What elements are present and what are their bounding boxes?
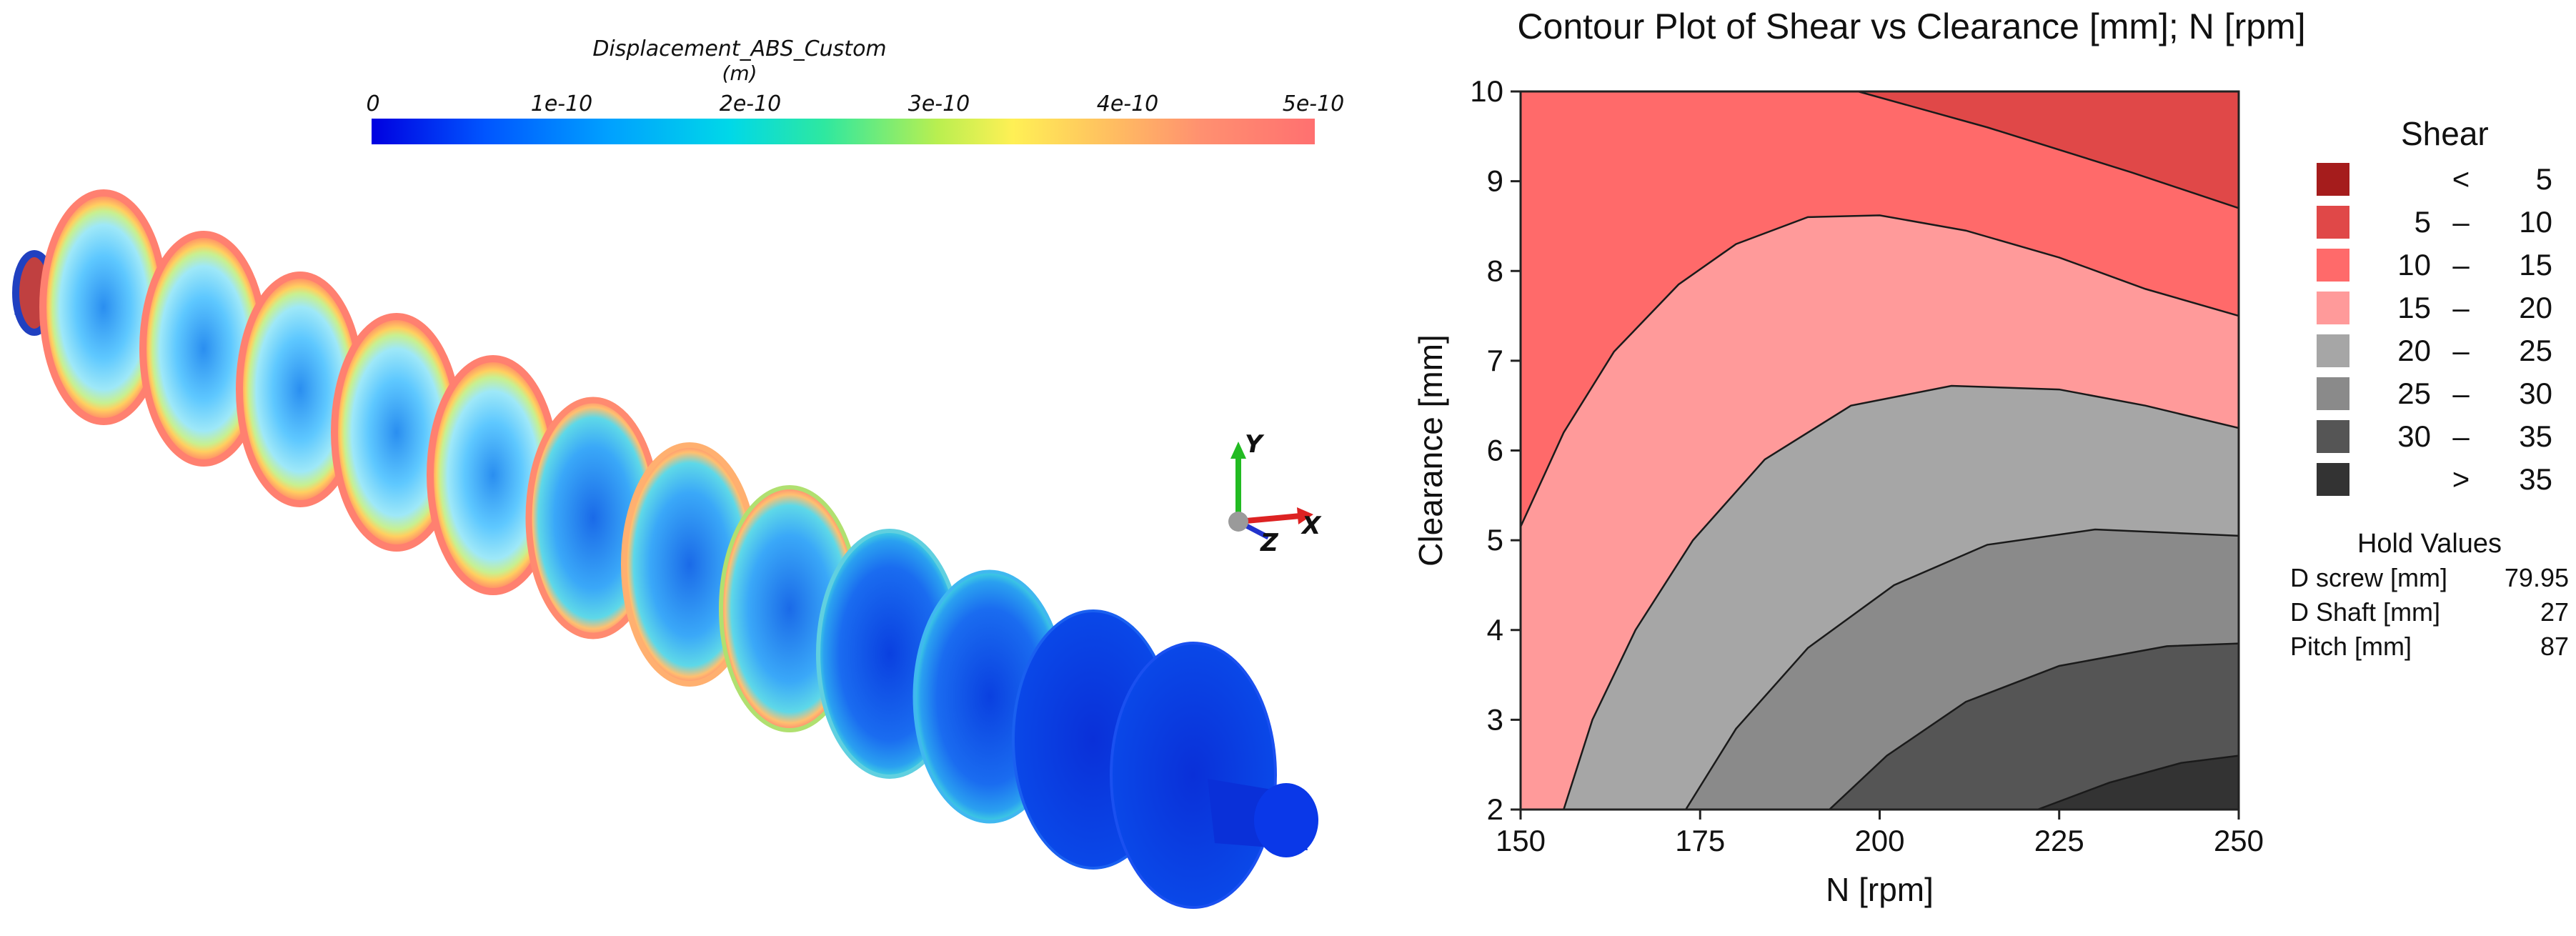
colorbar-tick: 1e-10 [530,91,593,116]
x-tick-label: 225 [2034,824,2084,857]
hold-row: D Shaft [mm] 27 [2290,597,2569,629]
legend-high: 25 [2519,334,2552,367]
hold-row: D screw [mm] 79.95 [2290,563,2569,594]
x-tick-label: 150 [1496,824,1546,857]
fea-visualization-panel: Displacement_ABS_Custom (m) 0 1e-10 2e-1… [0,36,1358,936]
hold-value: 79.95 [2504,563,2569,592]
y-axis-title: Clearance [mm] [1412,334,1449,567]
legend-op: – [2452,205,2470,239]
contour-band [2037,755,2239,810]
hold-value: 27 [2540,597,2569,627]
hold-label: Pitch [mm] [2290,632,2412,661]
legend-item: 15– 20 [2317,292,2560,324]
hold-label: D screw [mm] [2290,563,2447,592]
legend-low: 5 [2414,205,2431,239]
legend-swatch [2317,206,2349,239]
legend-op: – [2452,377,2470,410]
plot-area [1521,91,2239,810]
x-tick-label: 250 [2214,824,2264,857]
legend-low: 15 [2397,291,2431,324]
hold-label: D Shaft [mm] [2290,597,2441,627]
legend-swatch [2317,334,2349,367]
contour-line [2037,755,2239,810]
legend-high: 15 [2519,248,2552,282]
legend-high: 30 [2519,377,2552,410]
axis-label-x: X [1302,512,1321,540]
hold-value: 87 [2540,632,2569,661]
legend-swatch [2317,463,2349,496]
legend-op: < [2452,162,2470,196]
plot-title: Contour Plot of Shear vs Clearance [mm];… [1517,6,2306,46]
shaft-end-right [1254,783,1318,857]
legend-item: 25– 30 [2317,377,2560,410]
legend-low: 20 [2397,334,2431,367]
legend-high: 35 [2519,419,2552,453]
screw-flight [1110,642,1277,909]
x-axis-title: N [rpm] [1826,871,1934,908]
legend-op: – [2452,248,2470,282]
y-tick-label: 10 [1470,74,1503,108]
contour-line [1858,91,2239,209]
colorbar-tick: 5e-10 [1282,91,1345,116]
axis-ticks: 150 175 200 225 250 2 3 4 5 6 7 8 9 10 [1470,74,2264,857]
legend-item: 20– 25 [2317,334,2560,367]
legend-swatch [2317,249,2349,282]
y-tick-label: 2 [1487,792,1503,826]
colorbar-gradient [372,119,1315,144]
contour-line [1563,384,2239,810]
legend-op: – [2452,291,2470,324]
colorbar-tick: 0 [366,91,380,116]
legend-title: Shear [2401,115,2489,152]
x-tick-label: 200 [1854,824,1904,857]
axis-label-z: Z [1260,529,1278,557]
legend-op: – [2452,334,2470,367]
legend-low: 25 [2397,377,2431,410]
contour-plot: 150 175 200 225 250 2 3 4 5 6 7 8 9 10 N [rpm] Cleara… [1412,74,2264,908]
contour-line [1685,528,2239,810]
colorbar-tick: 2e-10 [719,91,782,116]
legend-low: 10 [2397,248,2431,282]
y-tick-label: 7 [1487,344,1503,377]
legend-swatch [2317,377,2349,410]
legend-swatch [2317,163,2349,196]
contour-line [1521,214,2239,527]
hold-row: Pitch [mm] 87 [2290,632,2569,663]
legend-item: 10– 15 [2317,249,2560,282]
legend-swatch [2317,292,2349,324]
x-tick-label: 175 [1675,824,1725,857]
y-tick-label: 4 [1487,613,1503,647]
contour-band [1858,91,2239,209]
contour-line [1829,642,2239,810]
legend-item: >35 [2317,463,2560,496]
legend-high: 5 [2535,162,2552,196]
legend-high: 10 [2519,205,2552,239]
legend-swatch [2317,420,2349,453]
legend-low: 30 [2397,419,2431,453]
y-tick-label: 9 [1487,164,1503,198]
legend-item: <5 [2317,163,2560,196]
y-tick-label: 6 [1487,434,1503,467]
y-tick-label: 5 [1487,523,1503,557]
contour-band [1829,643,2239,810]
legend-high: 35 [2519,462,2552,496]
colorbar-unit: (m) [722,61,757,85]
screw-model[interactable] [0,171,1358,936]
colorbar-tick: 3e-10 [907,91,970,116]
legend-op: > [2452,462,2470,496]
legend-item: 30– 35 [2317,420,2560,453]
axis-triad [1228,442,1313,540]
legend-op: – [2452,419,2470,453]
hold-values-title: Hold Values [2357,529,2502,559]
y-tick-label: 8 [1487,254,1503,287]
colorbar-title: Displacement_ABS_Custom [592,36,887,61]
colorbar-tick: 4e-10 [1096,91,1159,116]
axis-label-y: Y [1245,430,1263,459]
legend-high: 20 [2519,291,2552,324]
y-tick-label: 3 [1487,702,1503,736]
legend-item: 5– 10 [2317,206,2560,239]
